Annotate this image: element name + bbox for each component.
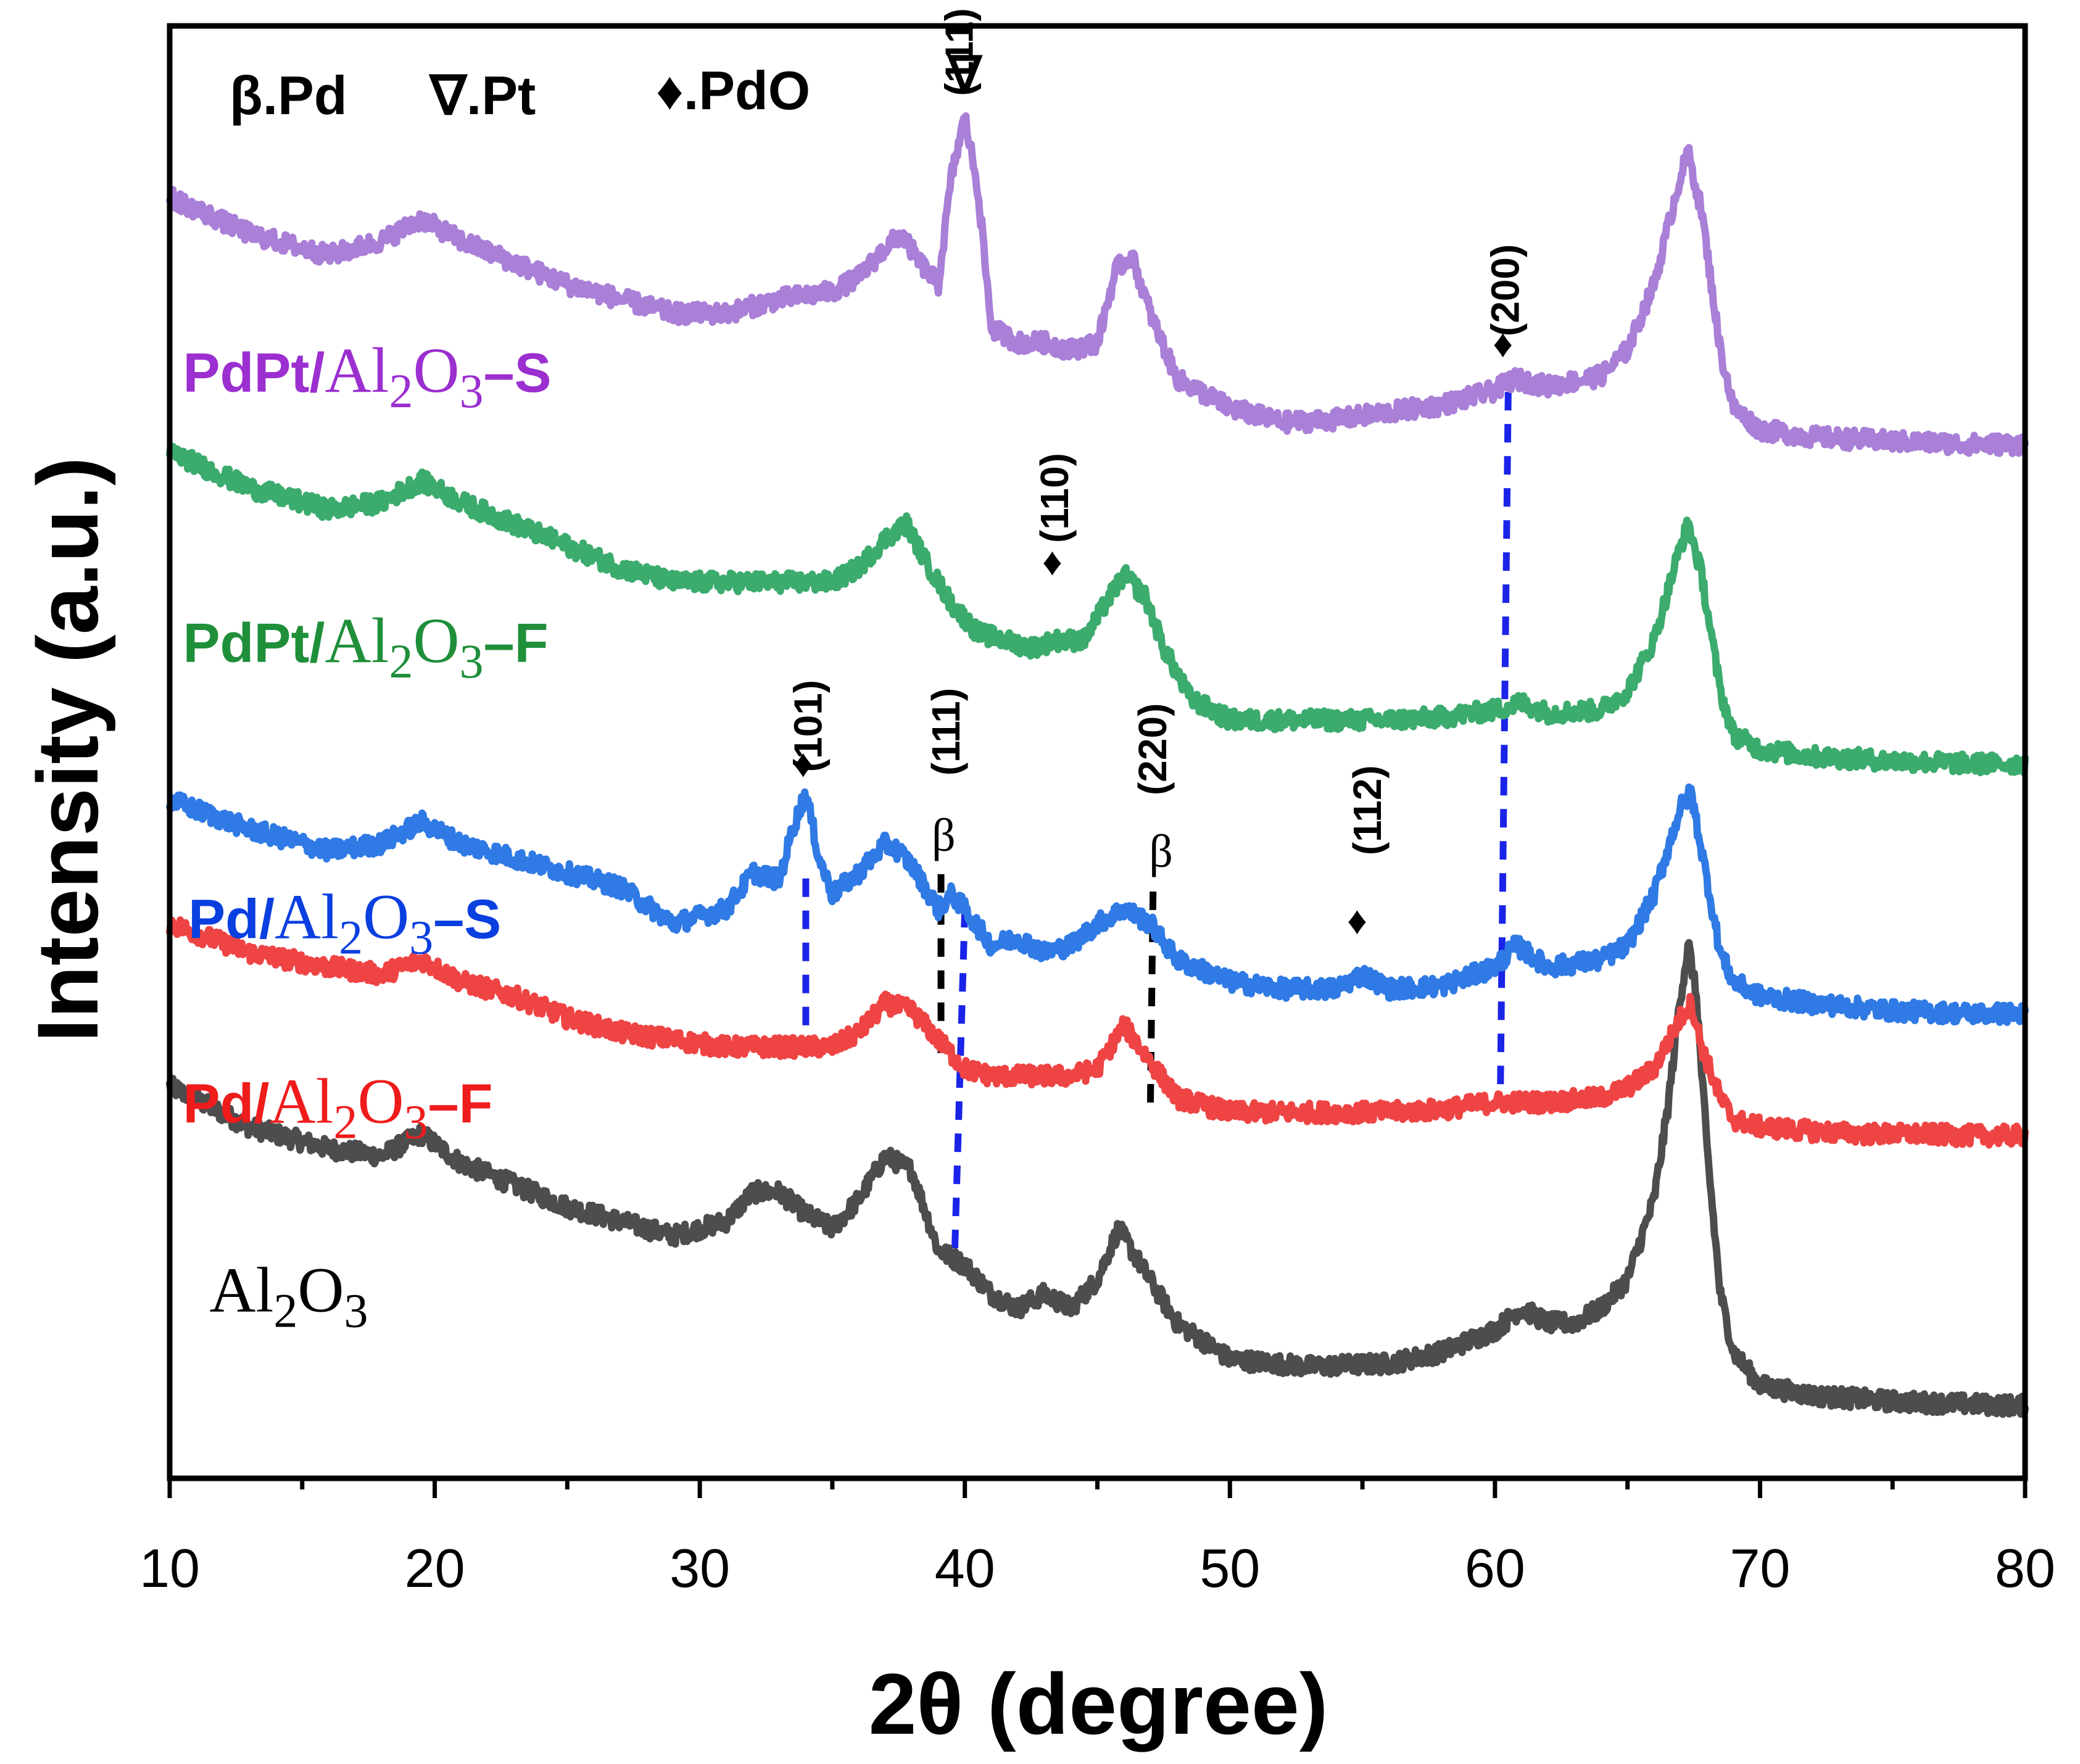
legend-key-pd: β.Pd: [230, 65, 347, 126]
series-lines: [166, 112, 2029, 1418]
x-axis-ticks: 10 20 30 40 50 60 70 80: [139, 1478, 2055, 1599]
series-label-al2o3: Al2O3: [209, 1254, 368, 1337]
y-axis-title: Intensity (a.u.): [19, 457, 116, 1043]
legend-key-pt: ∇.Pt: [428, 65, 536, 126]
peak-index-label: (111): [937, 8, 982, 96]
series-label-part: Al: [269, 1066, 333, 1137]
series-label-part: –F: [484, 613, 549, 674]
series-label-part: Al: [325, 605, 389, 676]
x-tick-label: 30: [669, 1538, 730, 1599]
x-tick-label: 80: [1995, 1538, 2055, 1599]
plot-frame: [167, 23, 2028, 1481]
series-pdpt-al2o3-s: [166, 112, 2029, 457]
peak-index-label: (111): [924, 688, 968, 776]
series-label-pdpt-al2o3-s: PdPt/Al2O3–S: [183, 335, 551, 418]
series-label-part: 3: [344, 1283, 368, 1337]
series-label-part: Pd/: [188, 888, 275, 950]
pdo-marker-icon: ♦: [1042, 539, 1063, 584]
series-label-part: O: [413, 605, 459, 676]
series-label-part: 2: [333, 1095, 357, 1148]
series-label-part: –S: [484, 342, 552, 404]
legend-key-pdo: ♦.PdO: [656, 60, 810, 121]
peak-index-label: (200): [1483, 244, 1528, 336]
series-pd-al2o3-f: [166, 916, 2029, 1149]
legend: β.Pd ∇.Pt ♦.PdO: [230, 60, 810, 126]
series-label-pd-al2o3-f: Pd/Al2O3–F: [183, 1066, 492, 1148]
series-label-part: 2: [273, 1283, 297, 1337]
series-label-part: –F: [428, 1073, 493, 1135]
series-pdpt-al2o3-f: [166, 442, 2029, 777]
series-label-part: PdPt/: [183, 613, 325, 674]
x-tick-label: 70: [1730, 1538, 1790, 1599]
series-label-pd-al2o3-s: Pd/Al2O3–S: [188, 881, 501, 964]
peak-index-label: (220): [1130, 703, 1175, 795]
pdo-marker-icon: ♦: [1347, 898, 1367, 942]
x-axis-title: 2θ (degree): [869, 1655, 1328, 1752]
x-tick-label: 60: [1465, 1538, 1525, 1599]
series-label-part: 2: [389, 634, 413, 688]
series-label-part: O: [413, 335, 459, 406]
pdo-marker-icon: ♦: [1493, 321, 1513, 366]
reference-line-4: [1496, 392, 1512, 1103]
peak-index-label: (112): [1345, 765, 1390, 855]
series-label-part: 2: [389, 364, 413, 418]
peak-annotations: (111)∇(200)♦(110)♦(101)♦ (111)β(220)β (112…: [786, 8, 1528, 942]
pt-marker-icon: ∇: [947, 47, 983, 102]
x-tick-label: 20: [405, 1538, 465, 1599]
series-label-part: Al: [209, 1254, 273, 1325]
series-al2o3: [166, 938, 2029, 1418]
beta-pd-marker: β: [1149, 826, 1173, 877]
series-label-part: 3: [460, 634, 484, 688]
x-tick-label: 40: [935, 1538, 995, 1599]
series-pd-al2o3-s: [166, 783, 2029, 1026]
reference-line-1: [951, 909, 969, 1268]
series-label-part: PdPt/: [183, 342, 325, 404]
beta-pd-marker: β: [932, 810, 956, 861]
series-label-part: 3: [404, 1095, 428, 1148]
series-label-part: O: [297, 1254, 344, 1325]
pdo-marker-icon: ♦: [793, 741, 813, 785]
series-label-part: 2: [339, 910, 363, 964]
series-label-part: O: [363, 881, 409, 952]
x-tick-label: 10: [139, 1538, 200, 1599]
peak-index-label: (110): [1032, 453, 1077, 543]
series-label-pdpt-al2o3-f: PdPt/Al2O3–F: [183, 605, 548, 688]
series-label-part: Pd/: [183, 1073, 269, 1135]
peak-index-label: (101): [786, 680, 831, 772]
series-label-part: 3: [409, 910, 433, 964]
series-label-part: Al: [275, 881, 339, 952]
series-label-part: Al: [325, 335, 389, 406]
series-label-part: –S: [433, 888, 501, 950]
series-label-part: O: [357, 1066, 404, 1137]
series-label-part: 3: [460, 364, 484, 418]
series-labels: Al2O3Pd/Al2O3–FPd/Al2O3–SPdPt/Al2O3–FPdP…: [183, 335, 551, 1337]
x-tick-label: 50: [1200, 1538, 1260, 1599]
